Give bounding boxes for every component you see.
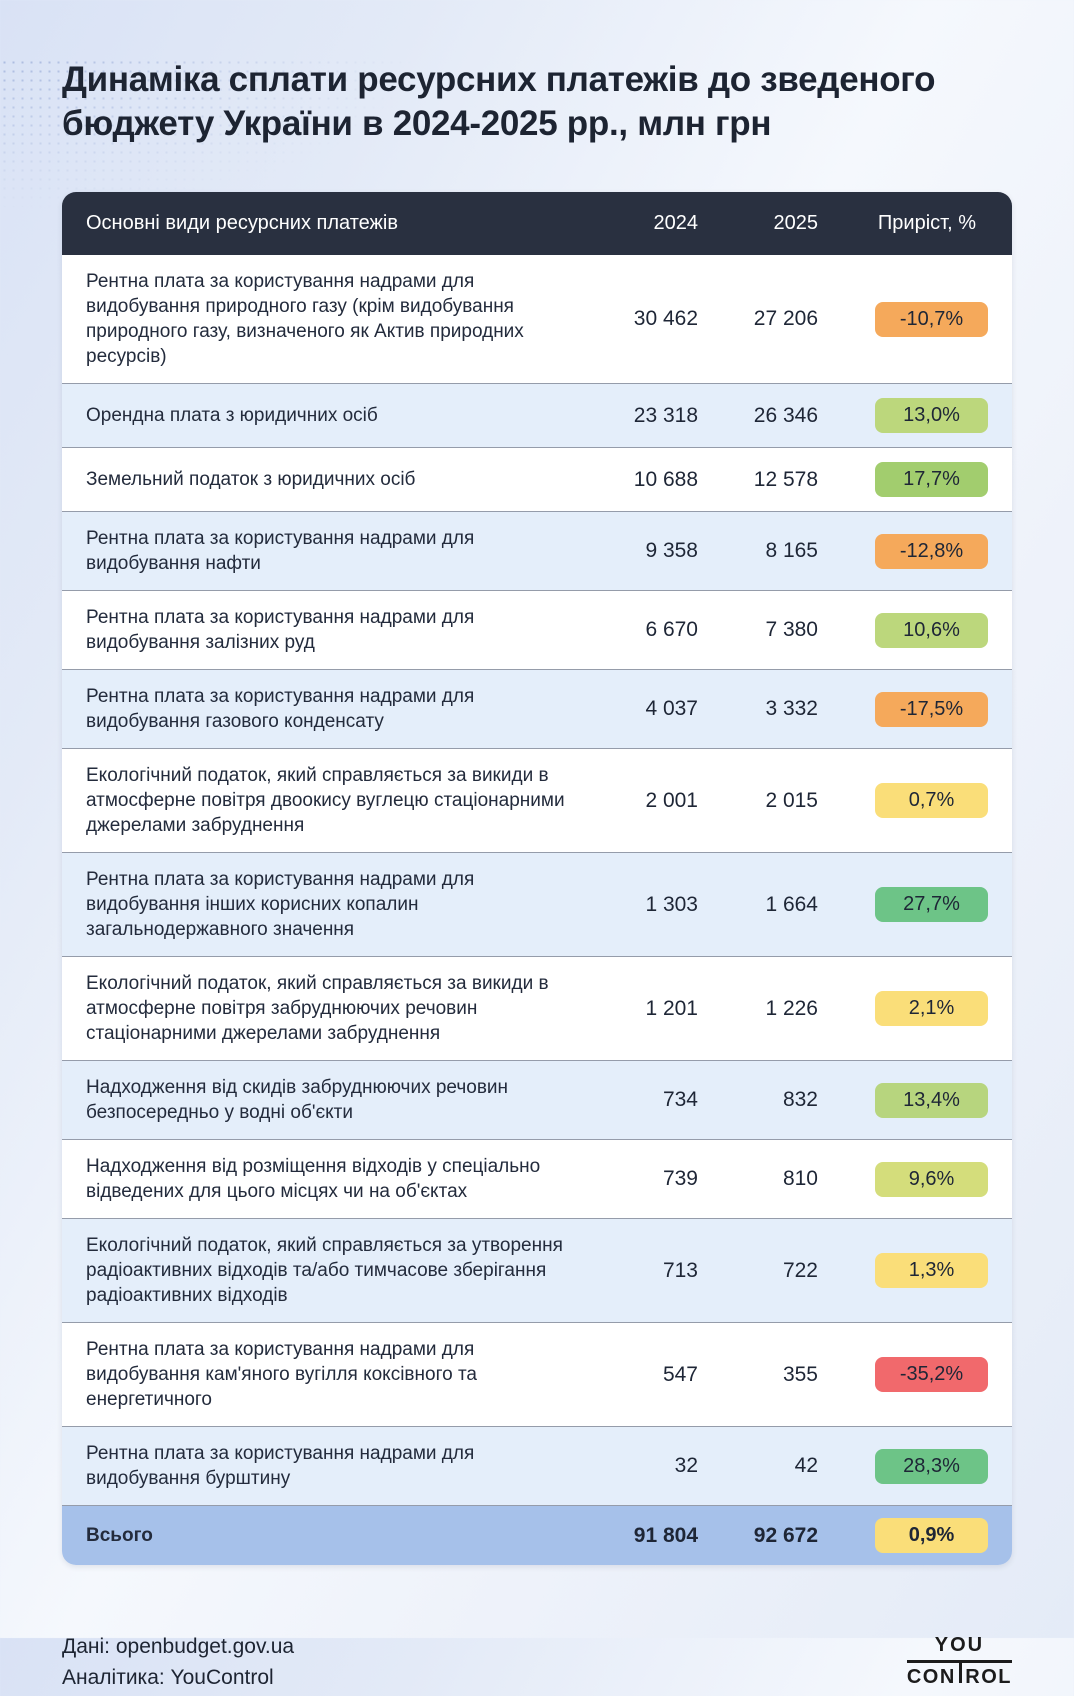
payment-type-label: Надходження від розміщення відходів у сп…: [86, 1156, 541, 1202]
growth-badge: -17,5%: [875, 691, 988, 727]
value-2025: 7 380: [765, 618, 818, 641]
growth-badge: 13,4%: [875, 1082, 988, 1118]
payment-type-label: Земельний податок з юридичних осіб: [86, 469, 416, 490]
value-2024: 1 303: [645, 892, 698, 916]
table-row: Орендна плата з юридичних осіб 23 318 26…: [62, 383, 1012, 447]
value-2025: 355: [782, 1362, 818, 1386]
table-row: Надходження від розміщення відходів у сп…: [62, 1139, 1012, 1218]
value-2025: 42: [794, 1454, 818, 1477]
value-2024: 713: [662, 1258, 698, 1282]
resource-payments-table: Основні види ресурсних платежів 2024 202…: [62, 192, 1012, 1565]
growth-badge: 27,7%: [875, 887, 988, 922]
value-2025: 26 346: [753, 403, 818, 427]
value-2024: 10 688: [633, 467, 698, 491]
value-2025: 27 206: [753, 307, 818, 330]
total-value-2025: 92 672: [753, 1523, 818, 1547]
growth-badge: 0,7%: [875, 783, 988, 818]
table-row: Рентна плата за користування надрами для…: [62, 511, 1012, 590]
table-row: Рентна плата за користування надрами для…: [62, 669, 1012, 748]
value-2024: 23 318: [633, 403, 698, 427]
header-year-2025: 2025: [773, 212, 819, 234]
table-row: Надходження від скидів забруднюючих речо…: [62, 1060, 1012, 1139]
payment-type-label: Екологічний податок, який справляється з…: [86, 1235, 563, 1306]
growth-badge: 28,3%: [875, 1448, 988, 1484]
table-body: Рентна плата за користування надрами для…: [62, 255, 1012, 1505]
table-total-row: Всього 91 804 92 672 0,9%: [62, 1505, 1012, 1565]
total-growth-badge: 0,9%: [875, 1518, 988, 1553]
logo-control-left: CON: [906, 1665, 956, 1688]
growth-badge: 10,6%: [875, 612, 988, 648]
table-header-row: Основні види ресурсних платежів 2024 202…: [62, 192, 1012, 255]
growth-badge: 9,6%: [875, 1161, 988, 1197]
logo-t-stem: [958, 1659, 963, 1683]
payment-type-label: Надходження від скидів забруднюючих речо…: [86, 1077, 509, 1123]
header-growth: Приріст, %: [877, 212, 976, 234]
header-payment-types: Основні види ресурсних платежів: [86, 212, 398, 234]
value-2025: 1 226: [765, 996, 818, 1020]
logo-control-right: ROL: [965, 1665, 1012, 1688]
value-2025: 810: [782, 1167, 818, 1190]
header-year-2024: 2024: [653, 212, 699, 234]
growth-badge: -35,2%: [875, 1357, 988, 1392]
value-2024: 2 001: [645, 788, 698, 812]
value-2025: 2 015: [765, 788, 818, 812]
table-row: Рентна плата за користування надрами для…: [62, 590, 1012, 669]
payment-type-label: Екологічний податок, який справляється з…: [86, 973, 549, 1044]
value-2025: 3 332: [765, 697, 818, 720]
growth-badge: -10,7%: [875, 301, 988, 337]
table-row: Рентна плата за користування надрами для…: [62, 1322, 1012, 1426]
analytics-line: Аналітика: YouControl: [62, 1666, 274, 1689]
growth-badge: 1,3%: [875, 1253, 988, 1288]
payment-type-label: Рентна плата за користування надрами для…: [86, 869, 475, 940]
youcontrol-logo: YOU CON ROL: [906, 1635, 1012, 1690]
payment-type-label: Рентна плата за користування надрами для…: [86, 607, 475, 653]
payment-type-label: Орендна плата з юридичних осіб: [86, 405, 378, 426]
value-2025: 8 165: [765, 539, 818, 562]
footer: Дані: openbudget.gov.ua Аналітика: YouCo…: [62, 1631, 1012, 1693]
payment-type-label: Рентна плата за користування надрами для…: [86, 1339, 477, 1410]
value-2024: 32: [674, 1454, 698, 1477]
table-row: Рентна плата за користування надрами для…: [62, 255, 1012, 383]
growth-badge: 17,7%: [875, 462, 988, 497]
page-title: Динаміка сплати ресурсних платежів до зв…: [62, 60, 936, 143]
total-value-2024: 91 804: [633, 1523, 698, 1547]
payment-type-label: Рентна плата за користування надрами для…: [86, 528, 475, 574]
table-row: Рентна плата за користування надрами для…: [62, 1426, 1012, 1505]
table-row: Екологічний податок, який справляється з…: [62, 956, 1012, 1060]
growth-badge: -12,8%: [875, 533, 988, 569]
value-2025: 12 578: [753, 467, 818, 491]
payment-type-label: Рентна плата за користування надрами для…: [86, 271, 524, 367]
value-2024: 739: [662, 1167, 698, 1190]
payment-type-label: Рентна плата за користування надрами для…: [86, 686, 475, 732]
value-2025: 832: [782, 1088, 818, 1111]
value-2024: 1 201: [645, 996, 698, 1020]
value-2024: 4 037: [645, 697, 698, 720]
value-2024: 734: [662, 1088, 698, 1111]
value-2024: 547: [662, 1362, 698, 1386]
value-2025: 1 664: [765, 892, 818, 916]
value-2025: 722: [782, 1258, 818, 1282]
value-2024: 9 358: [645, 539, 698, 562]
payment-type-label: Екологічний податок, який справляється з…: [86, 765, 565, 836]
value-2024: 30 462: [633, 307, 698, 330]
data-source-line: Дані: openbudget.gov.ua: [62, 1635, 295, 1658]
payment-type-label: Рентна плата за користування надрами для…: [86, 1443, 475, 1489]
growth-badge: 2,1%: [875, 991, 988, 1026]
logo-control-text: CON ROL: [906, 1659, 1012, 1690]
footer-credits: Дані: openbudget.gov.ua Аналітика: YouCo…: [62, 1631, 294, 1693]
growth-badge: 13,0%: [875, 398, 988, 433]
table-row: Екологічний податок, який справляється з…: [62, 1218, 1012, 1322]
table-row: Рентна плата за користування надрами для…: [62, 852, 1012, 956]
table-row: Земельний податок з юридичних осіб 10 68…: [62, 447, 1012, 511]
total-label: Всього: [86, 1525, 153, 1546]
page: Динаміка сплати ресурсних платежів до зв…: [0, 58, 1074, 1693]
value-2024: 6 670: [645, 618, 698, 641]
table-row: Екологічний податок, який справляється з…: [62, 748, 1012, 852]
